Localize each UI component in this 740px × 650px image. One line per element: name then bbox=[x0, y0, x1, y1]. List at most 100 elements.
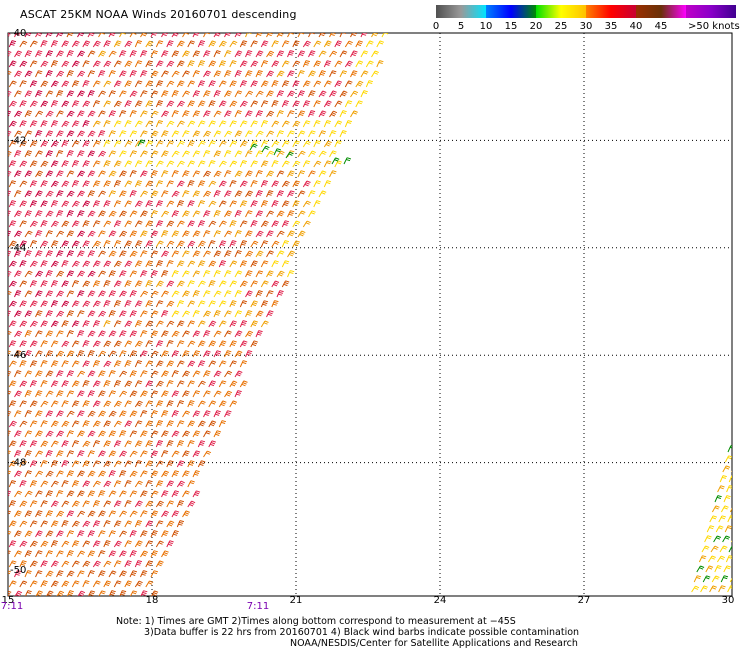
barb-stroke bbox=[61, 380, 69, 388]
barb-stroke bbox=[98, 530, 106, 538]
note-line-3: NOAA/NESDIS/Center for Satellite Applica… bbox=[290, 638, 578, 649]
barb-stroke bbox=[271, 300, 279, 308]
wind-barb bbox=[50, 80, 59, 88]
barb-stroke bbox=[134, 280, 143, 288]
barb-stroke bbox=[66, 130, 75, 138]
wind-barb bbox=[276, 250, 285, 258]
wind-barb bbox=[705, 565, 714, 573]
wind-barb bbox=[323, 160, 332, 168]
barb-stroke bbox=[77, 270, 85, 278]
wind-barb bbox=[218, 300, 227, 308]
wind-barb bbox=[726, 485, 732, 493]
wind-barb bbox=[19, 160, 28, 168]
barb-stroke bbox=[161, 50, 169, 58]
wind-barb bbox=[176, 60, 185, 68]
wind-barb bbox=[50, 580, 59, 588]
barb-stroke bbox=[166, 360, 175, 368]
wind-barb bbox=[266, 110, 275, 118]
barb-stroke bbox=[129, 90, 138, 98]
barb-stroke bbox=[182, 450, 190, 458]
wind-barb bbox=[213, 170, 222, 178]
barb-stroke bbox=[250, 40, 258, 48]
barb-stroke bbox=[271, 220, 280, 228]
barb-stroke bbox=[82, 400, 90, 408]
wind-barb bbox=[124, 460, 133, 468]
barb-stroke bbox=[166, 340, 174, 348]
barb-stroke bbox=[323, 40, 332, 48]
wind-barb bbox=[192, 410, 201, 418]
barb-stroke bbox=[124, 180, 133, 188]
barb-stroke bbox=[87, 550, 96, 558]
barb-stroke bbox=[203, 230, 211, 238]
barb-stroke bbox=[208, 300, 216, 308]
barb-stroke bbox=[8, 70, 12, 75]
barb-stroke bbox=[61, 120, 70, 128]
barb-stroke bbox=[187, 280, 195, 288]
barb-stroke bbox=[250, 200, 258, 208]
barb-stroke bbox=[150, 250, 159, 258]
wind-barb bbox=[255, 310, 264, 318]
barb-stroke bbox=[213, 70, 222, 78]
barb-stroke bbox=[8, 320, 17, 328]
wind-barb bbox=[103, 540, 111, 548]
barb-stroke bbox=[77, 470, 85, 478]
wind-barb bbox=[224, 270, 232, 278]
wind-barb bbox=[208, 300, 216, 308]
barb-stroke bbox=[187, 420, 196, 428]
barb-stroke bbox=[119, 510, 128, 518]
barb-stroke bbox=[77, 410, 85, 418]
wind-barb bbox=[56, 270, 65, 278]
barb-stroke bbox=[709, 585, 717, 593]
barb-stroke bbox=[171, 150, 180, 158]
barb-stroke bbox=[292, 140, 300, 148]
barb-stroke bbox=[56, 230, 65, 238]
wind-barb bbox=[71, 80, 80, 88]
barb-stroke bbox=[19, 420, 28, 428]
wind-barb bbox=[45, 210, 54, 218]
barb-stroke bbox=[224, 330, 232, 338]
barb-stroke bbox=[66, 490, 75, 498]
barb-stroke bbox=[35, 33, 42, 38]
barb-stroke bbox=[124, 500, 132, 508]
wind-barb bbox=[166, 460, 174, 468]
wind-barb bbox=[709, 515, 718, 523]
wind-barb bbox=[77, 250, 85, 258]
wind-barb bbox=[150, 290, 159, 298]
barb-stroke bbox=[129, 410, 138, 418]
barb-stroke bbox=[729, 577, 732, 583]
barb-stroke bbox=[171, 270, 179, 278]
barb-stroke bbox=[302, 40, 311, 48]
wind-barb bbox=[140, 33, 148, 38]
barb-stroke bbox=[297, 70, 305, 78]
wind-barb bbox=[108, 230, 117, 238]
barb-stroke bbox=[24, 110, 33, 118]
barb-stroke bbox=[273, 148, 282, 156]
barb-stroke bbox=[93, 601, 100, 607]
wind-barb bbox=[176, 40, 185, 48]
wind-barb bbox=[124, 260, 133, 268]
wind-barb bbox=[40, 460, 48, 468]
wind-barb bbox=[35, 570, 43, 578]
wind-barb bbox=[45, 530, 54, 538]
wind-barb bbox=[24, 230, 33, 238]
wind-barb bbox=[56, 33, 63, 38]
wind-barb bbox=[103, 60, 112, 68]
wind-barb bbox=[24, 550, 32, 558]
wind-barb bbox=[71, 60, 80, 68]
barb-stroke bbox=[71, 540, 80, 548]
barb-stroke bbox=[103, 180, 111, 188]
wind-barb bbox=[124, 580, 132, 588]
barb-stroke bbox=[98, 410, 106, 418]
barb-stroke bbox=[71, 320, 80, 328]
wind-barb bbox=[187, 360, 196, 368]
barb-stroke bbox=[82, 480, 91, 488]
wind-barb bbox=[260, 300, 269, 308]
barb-stroke bbox=[318, 50, 327, 58]
wind-barb bbox=[297, 90, 305, 98]
wind-barb bbox=[29, 300, 38, 308]
barb-stroke bbox=[229, 340, 237, 348]
barb-stroke bbox=[50, 80, 59, 88]
wind-barb bbox=[161, 450, 169, 458]
barb-stroke bbox=[182, 430, 190, 438]
wind-barb bbox=[50, 260, 59, 268]
